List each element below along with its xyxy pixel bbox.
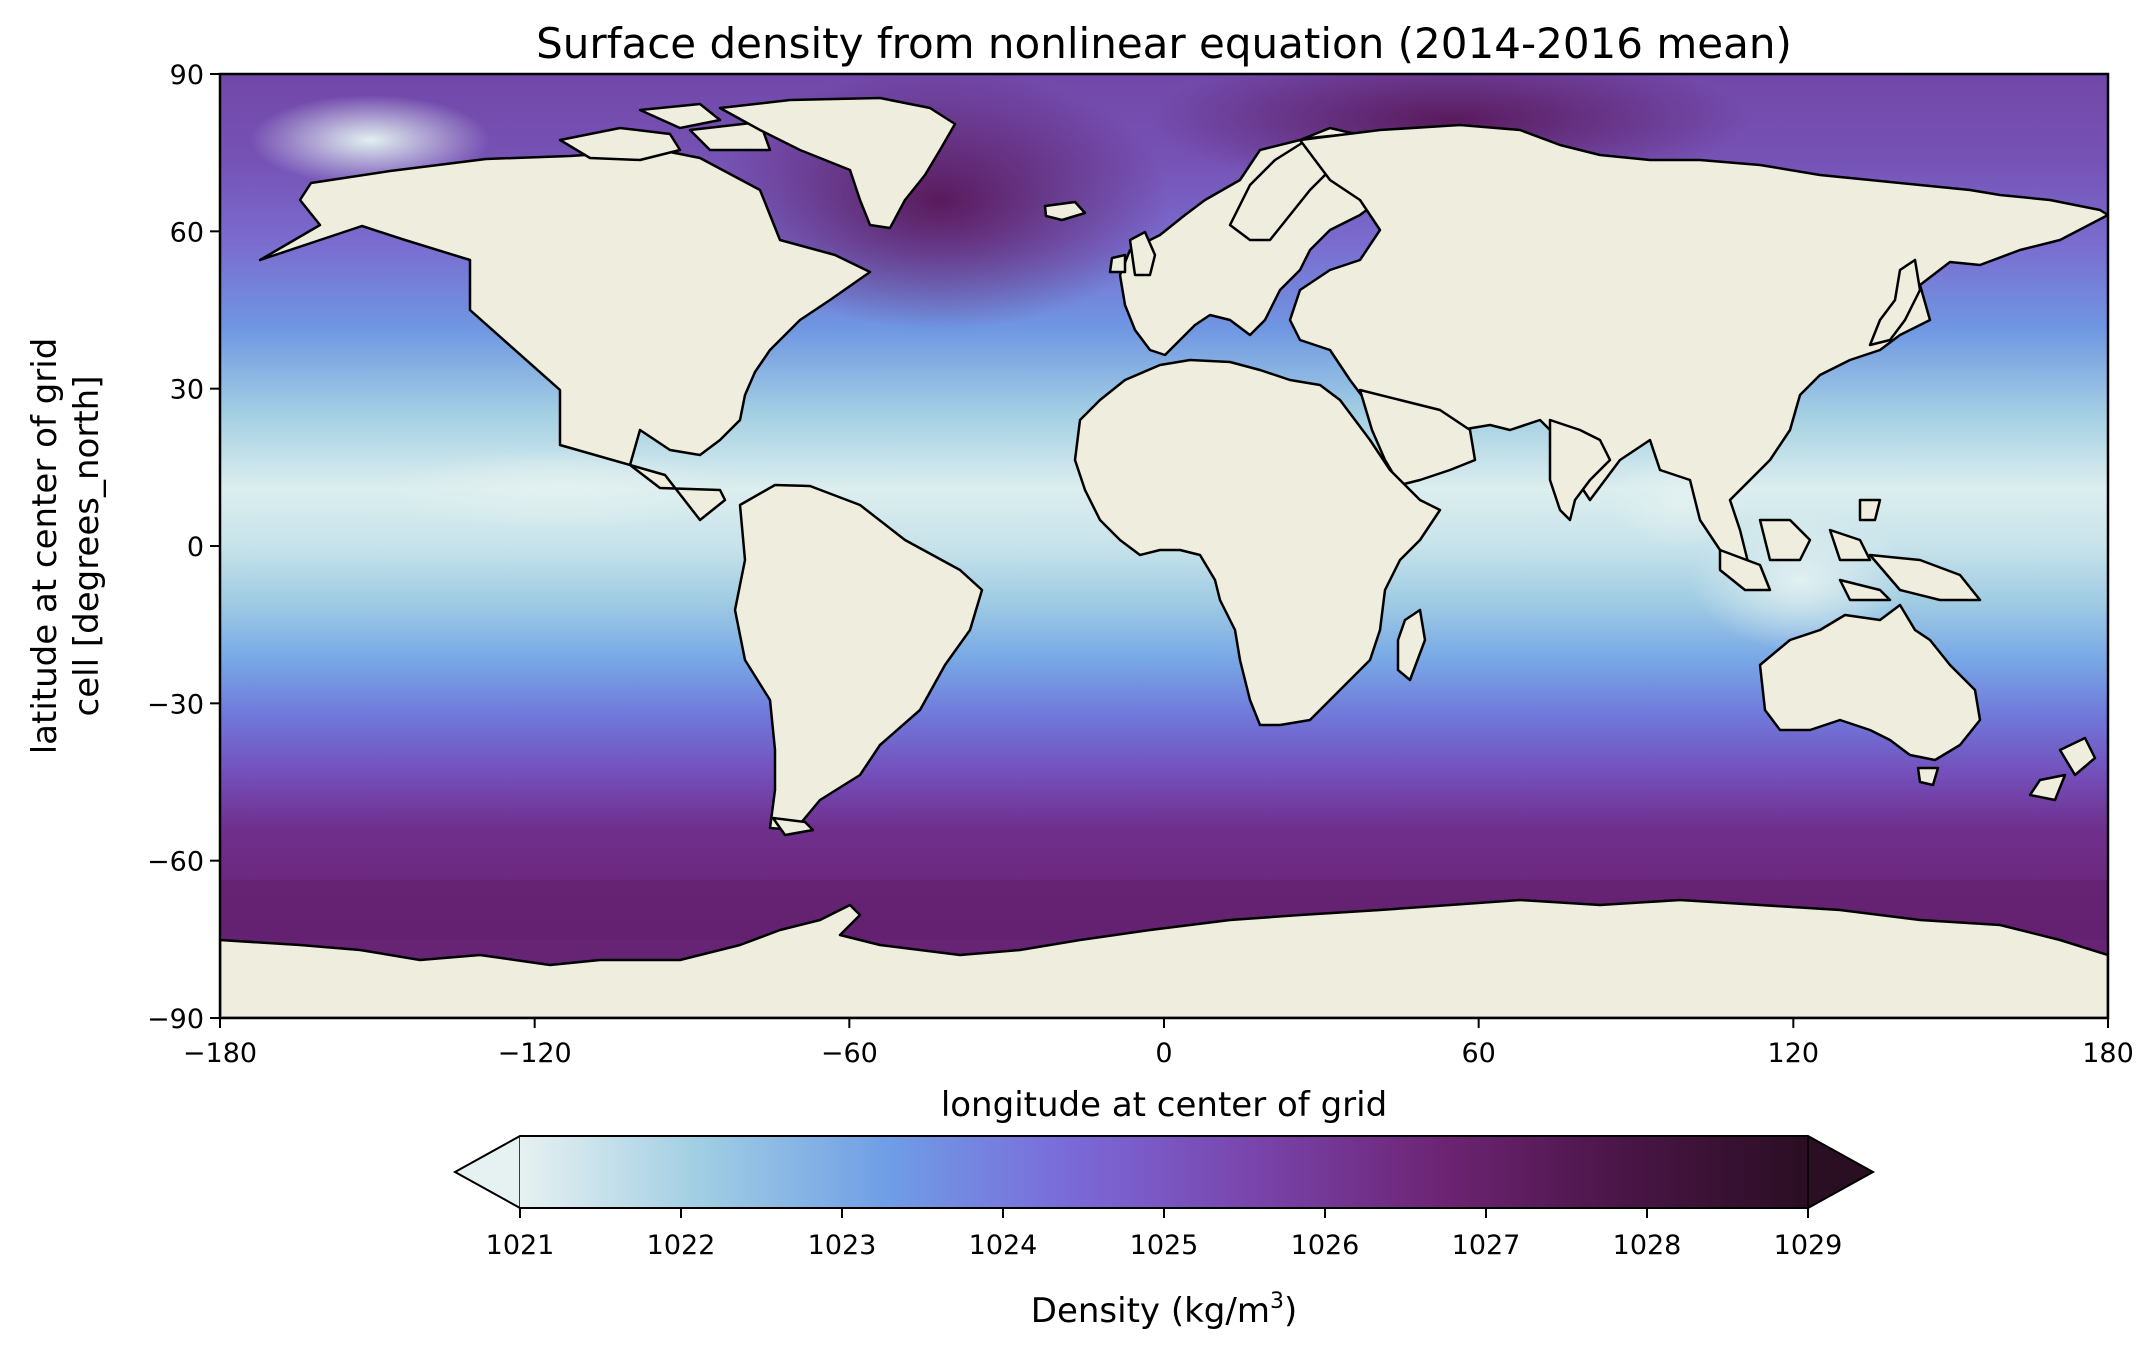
colorbar-tick-label: 1025 xyxy=(1130,1230,1199,1261)
north-america-land xyxy=(258,148,872,522)
new-guinea-land xyxy=(1868,553,1982,602)
arctic-fresh-water xyxy=(250,95,490,185)
asia-land xyxy=(1288,123,2108,572)
british-isles-land xyxy=(1108,230,1157,277)
colorbar-ticks: 1021 1022 1023 1024 1025 1026 1027 1028 1029 xyxy=(486,1208,1843,1261)
colorbar-tick-label: 1029 xyxy=(1774,1230,1843,1261)
x-tick-label: 60 xyxy=(1461,1038,1495,1069)
x-tick-label: 0 xyxy=(1155,1038,1172,1069)
colorbar-tick-label: 1023 xyxy=(808,1230,877,1261)
x-tick-label: −180 xyxy=(183,1038,257,1069)
antarctica-land xyxy=(220,898,2108,1018)
y-axis-ticks: −90 −60 −30 0 30 60 90 xyxy=(147,60,220,1035)
y-axis-label: latitude at center of grid xyxy=(25,338,65,755)
y-tick-label: −90 xyxy=(147,1004,204,1035)
x-axis-label: longitude at center of grid xyxy=(941,1085,1387,1125)
colorbar-tick-label: 1022 xyxy=(647,1230,716,1261)
new-zealand-land xyxy=(2028,736,2097,802)
y-tick-label: −30 xyxy=(147,689,204,720)
southeast-asia-islands-land xyxy=(1718,498,1892,602)
colorbar-tick-label: 1026 xyxy=(1291,1230,1360,1261)
tierra-del-fuego-land xyxy=(771,816,815,837)
colorbar-tick-label: 1028 xyxy=(1613,1230,1682,1261)
land-masses xyxy=(220,96,2108,1018)
greenland-land xyxy=(718,96,957,230)
map-title: Surface density from nonlinear equation … xyxy=(536,19,1792,68)
x-axis-ticks: −180 −120 −60 0 60 120 180 xyxy=(183,1018,2134,1069)
y-tick-label: 30 xyxy=(170,375,204,406)
y-tick-label: −60 xyxy=(147,847,204,878)
x-tick-label: 120 xyxy=(1768,1038,1820,1069)
colorbar-tick-label: 1024 xyxy=(969,1230,1038,1261)
y-axis-label-line2-text: cell [degrees_north] xyxy=(67,376,107,717)
colorbar-label: Density (kg/m3) xyxy=(1031,1289,1297,1331)
y-axis-label-line2: cell [degrees_north] xyxy=(67,376,107,717)
colorbar-label-prefix: Density (kg/m xyxy=(1031,1291,1270,1331)
australia-land xyxy=(1758,603,1982,762)
africa-land xyxy=(1073,358,1442,727)
y-tick-label: 0 xyxy=(187,532,204,563)
japan-land xyxy=(1868,258,1922,347)
colorbar-tick-label: 1027 xyxy=(1452,1230,1521,1261)
arctic-archipelago-land xyxy=(558,102,772,162)
x-tick-label: −60 xyxy=(821,1038,878,1069)
iceland-land xyxy=(1043,200,1087,222)
colorbar-extend-low xyxy=(453,1134,521,1210)
y-axis-label-line1: latitude at center of grid xyxy=(25,338,65,755)
x-tick-label: 180 xyxy=(2082,1038,2134,1069)
x-tick-label: −120 xyxy=(498,1038,572,1069)
colorbar-label-suffix: ) xyxy=(1284,1291,1297,1331)
tasmania-land xyxy=(1916,766,1940,787)
colorbar: 1021 1022 1023 1024 1025 1026 1027 1028 1029 Den… xyxy=(452,1134,1876,1331)
colorbar-tick-label: 1021 xyxy=(486,1230,555,1261)
colorbar-extend-high xyxy=(1807,1134,1875,1210)
map-panel xyxy=(220,74,2108,1018)
madagascar-land xyxy=(1396,608,1427,682)
colorbar-body xyxy=(520,1136,1808,1208)
arabian-peninsula-land xyxy=(1358,388,1477,487)
india-land xyxy=(1548,418,1612,522)
y-tick-label: 60 xyxy=(170,217,204,248)
south-america-land xyxy=(733,483,984,832)
y-tick-label: 90 xyxy=(170,60,204,91)
colorbar-label-superscript: 3 xyxy=(1270,1289,1284,1314)
